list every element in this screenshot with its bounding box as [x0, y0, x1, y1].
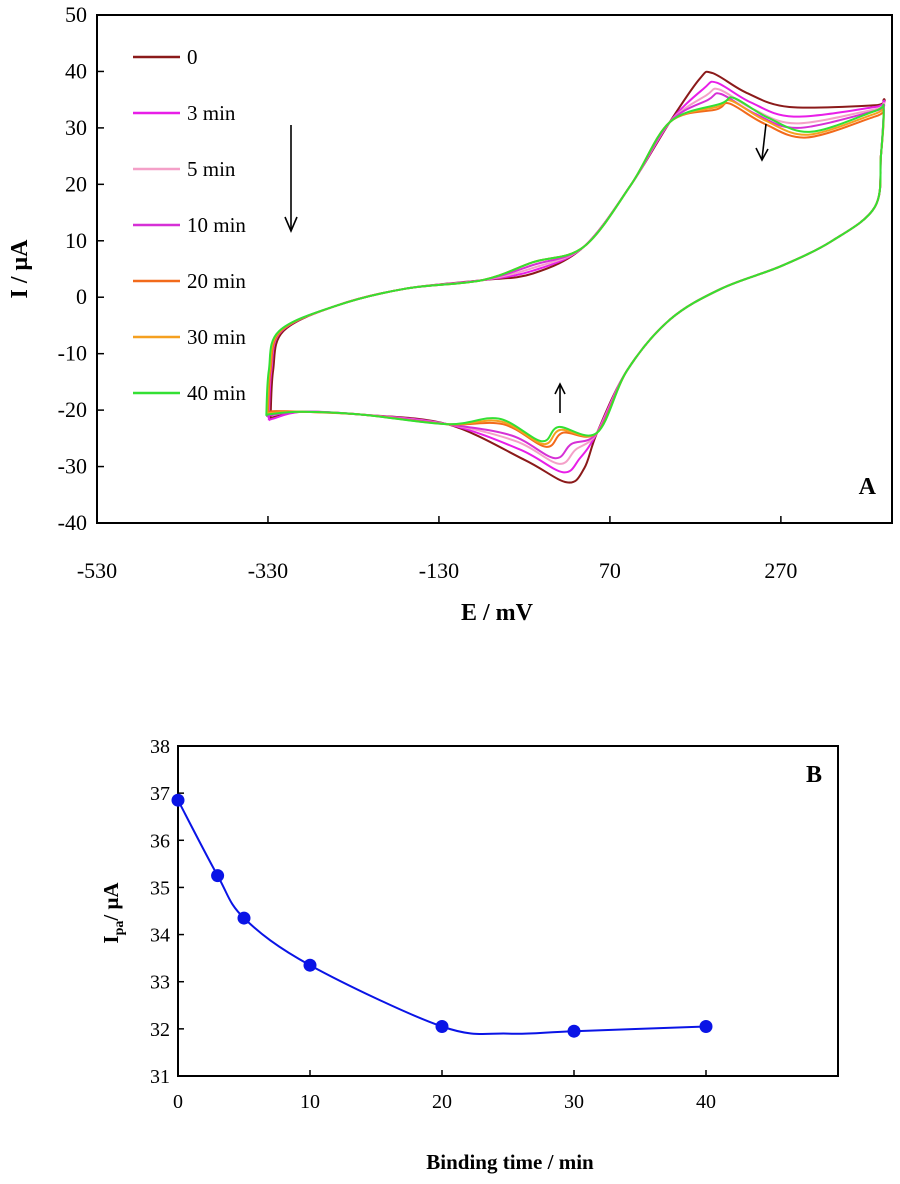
data-point — [699, 1020, 713, 1033]
panel-b-y-axis-label: Ipa/ μA — [99, 882, 127, 944]
y-tick-label: 10 — [65, 228, 87, 253]
y-tick-label: 30 — [65, 115, 87, 140]
legend-label: 0 — [187, 45, 198, 69]
x-tick-label: -130 — [419, 558, 459, 583]
legend-label: 3 min — [187, 101, 236, 125]
data-point — [171, 793, 185, 807]
arrow-down-legend — [284, 125, 298, 234]
x-tick-label: 20 — [432, 1091, 452, 1113]
panel-b-frame — [177, 745, 839, 1077]
panel-b-fit-curve — [177, 799, 707, 1036]
y-tick-label: 38 — [150, 736, 170, 758]
y-tick-label: -40 — [58, 510, 87, 535]
panel-b-letter: B — [806, 762, 822, 788]
x-tick-label: -530 — [77, 558, 117, 583]
arrow-down-anodic-peak — [755, 123, 769, 162]
panel-a-frame — [96, 14, 893, 524]
y-tick-label: 32 — [150, 1019, 170, 1041]
panel-a-y-ticks: -40 -30 -20 -10 0 10 20 30 40 50 — [58, 2, 104, 535]
panel-b-y-axis-label-sub: pa — [112, 921, 127, 936]
y-tick-label: 35 — [150, 877, 170, 899]
data-point — [303, 958, 317, 972]
cv-curve — [267, 87, 886, 465]
panel-a-x-ticks: -530 -330 -130 70 270 — [77, 516, 797, 583]
panel-b-x-ticks: 0 10 20 30 40 — [173, 1070, 716, 1113]
panel-b-points — [171, 793, 713, 1038]
data-point — [211, 869, 225, 883]
arrow-up-cathodic-peak — [554, 382, 566, 413]
x-tick-label: 270 — [764, 558, 797, 583]
legend-label: 40 min — [187, 381, 246, 405]
x-tick-label: 30 — [564, 1091, 584, 1113]
legend-label: 30 min — [187, 325, 246, 349]
panel-a-arrows — [284, 123, 769, 413]
y-tick-label: 37 — [150, 783, 170, 805]
x-tick-label: 10 — [300, 1091, 320, 1113]
legend-label: 5 min — [187, 157, 236, 181]
panel-a-y-axis-label: I / μA — [7, 239, 33, 299]
data-point — [435, 1020, 449, 1033]
panel-b-y-axis-label-main: I — [99, 935, 123, 943]
y-tick-label: -30 — [58, 454, 87, 479]
x-tick-label: 0 — [173, 1091, 183, 1113]
panel-a: -40 -30 -20 -10 0 10 20 30 40 50 -530 -330 -130 70 27… — [7, 2, 893, 626]
x-tick-label: -330 — [248, 558, 288, 583]
legend-label: 10 min — [187, 213, 246, 237]
y-tick-label: 20 — [65, 171, 87, 196]
cv-curve — [266, 92, 886, 460]
y-tick-label: -20 — [58, 397, 87, 422]
panel-a-letter: A — [859, 474, 877, 500]
panel-b: 31 32 33 34 35 36 37 38 0 10 20 30 40 Ipa/ μA Bindi… — [99, 736, 839, 1174]
y-tick-label: 36 — [150, 830, 170, 852]
y-tick-label: 0 — [76, 284, 87, 309]
y-tick-label: 40 — [65, 58, 87, 83]
panel-a-x-axis-label: E / mV — [461, 600, 534, 626]
cv-curve — [266, 99, 885, 446]
panel-b-x-axis-label: Binding time / min — [426, 1150, 594, 1174]
y-tick-label: 31 — [150, 1066, 170, 1088]
y-tick-label: 34 — [150, 925, 170, 947]
cv-curve — [267, 102, 885, 448]
panel-b-y-ticks: 31 32 33 34 35 36 37 38 — [150, 736, 184, 1088]
y-tick-label: 33 — [150, 972, 170, 994]
panel-b-y-axis-label-rest: / μA — [99, 882, 123, 922]
data-point — [567, 1024, 581, 1038]
y-tick-label: -10 — [58, 341, 87, 366]
y-tick-label: 50 — [65, 2, 87, 27]
x-tick-label: 70 — [599, 558, 621, 583]
cv-curve — [265, 96, 885, 443]
legend-label: 20 min — [187, 269, 246, 293]
panel-a-legend: 0 3 min 5 min 10 min 20 min 30 min 40 min — [133, 45, 246, 405]
panel-a-curves — [265, 70, 886, 484]
data-point — [237, 911, 251, 925]
x-tick-label: 40 — [696, 1091, 716, 1113]
